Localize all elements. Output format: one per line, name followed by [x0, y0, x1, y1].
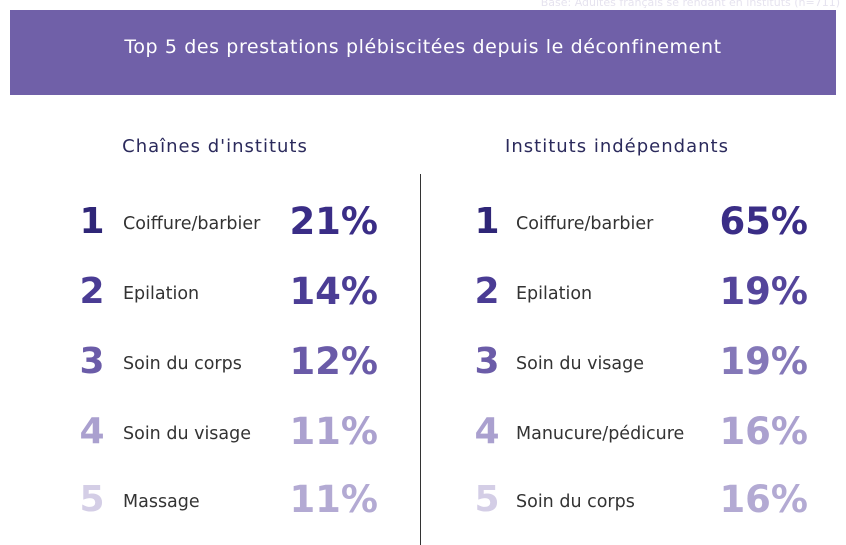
- rank: 3: [474, 341, 500, 382]
- item-value: 19%: [719, 270, 808, 313]
- rank: 1: [474, 201, 500, 242]
- rank: 5: [474, 479, 500, 520]
- item-label: Massage: [123, 492, 200, 512]
- item-value: 21%: [289, 200, 378, 243]
- item-label: Soin du visage: [516, 354, 645, 374]
- item-label: Coiffure/barbier: [516, 214, 654, 234]
- item-label: Soin du visage: [123, 424, 252, 444]
- column-title: Chaînes d'instituts: [122, 136, 308, 157]
- rank: 2: [474, 271, 500, 312]
- item-label: Soin du corps: [516, 492, 635, 512]
- item-label: Manucure/pédicure: [516, 424, 685, 444]
- rank: 3: [79, 341, 105, 382]
- item-value: 19%: [719, 340, 808, 383]
- item-label: Epilation: [123, 284, 200, 304]
- rank: 2: [79, 271, 105, 312]
- item-value: 16%: [719, 410, 808, 453]
- item-value: 16%: [719, 478, 808, 521]
- item-label: Epilation: [516, 284, 593, 304]
- item-label: Soin du corps: [123, 354, 242, 374]
- item-value: 14%: [289, 270, 378, 313]
- item-value: 12%: [289, 340, 378, 383]
- item-value: 11%: [289, 410, 378, 453]
- rank: 4: [79, 411, 105, 452]
- item-label: Coiffure/barbier: [123, 214, 261, 234]
- rank: 1: [79, 201, 105, 242]
- item-value: 65%: [719, 200, 808, 243]
- column-title: Instituts indépendants: [505, 136, 729, 157]
- divider: [420, 174, 421, 545]
- item-value: 11%: [289, 478, 378, 521]
- rank: 4: [474, 411, 500, 452]
- source-note: Base: Adultes français se rendant en ins…: [540, 0, 840, 9]
- title: Top 5 des prestations plébiscitées depui…: [124, 36, 722, 58]
- rank: 5: [79, 479, 105, 520]
- banner: [10, 10, 836, 95]
